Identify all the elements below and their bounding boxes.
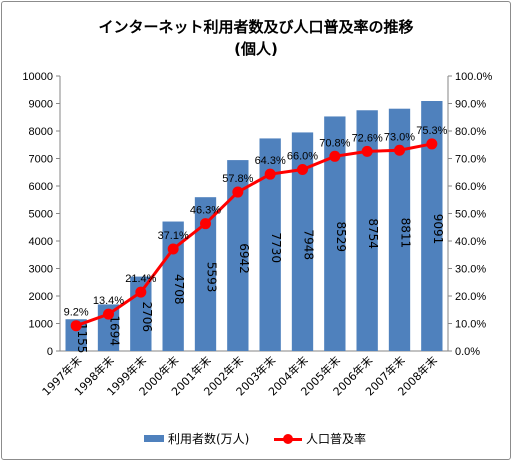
bar — [227, 160, 249, 351]
chart-title: インターネット利用者数及び人口普及率の推移 — [98, 18, 414, 36]
rate-value-label: 73.0% — [384, 131, 415, 143]
right-axis-tick-label: 40.0% — [455, 236, 486, 248]
left-axis-tick-label: 9000 — [29, 99, 53, 111]
rate-point — [167, 243, 179, 255]
left-axis-tick-label: 2000 — [29, 291, 53, 303]
bar — [324, 116, 346, 351]
rate-value-label: 46.3% — [190, 205, 221, 217]
rate-value-label: 13.4% — [93, 295, 124, 307]
left-axis-tick-label: 5000 — [29, 209, 53, 221]
bar-value-label: 6942 — [237, 243, 251, 274]
right-axis-tick-label: 50.0% — [455, 209, 486, 221]
left-axis-tick-label: 7000 — [29, 154, 53, 166]
bar-value-label: 8811 — [399, 218, 413, 249]
rate-point — [394, 144, 405, 156]
bar — [194, 197, 217, 351]
rate-point — [200, 218, 211, 230]
rate-value-label: 9.2% — [64, 307, 89, 319]
bar — [291, 132, 314, 351]
rate-point — [103, 308, 114, 320]
bar-value-label: 8529 — [334, 221, 348, 252]
left-axis-tick-label: 6000 — [29, 181, 53, 193]
rate-value-label: 37.1% — [158, 230, 189, 242]
left-axis-tick-label: 4000 — [29, 236, 53, 248]
legend-item-users: 利用者数(万人) — [144, 430, 249, 447]
left-axis-tick-label: 1000 — [29, 319, 53, 331]
rate-value-label: 57.8% — [222, 173, 253, 185]
bar — [421, 100, 443, 351]
bar-value-label: 7730 — [269, 232, 283, 263]
legend-line-swatch — [274, 433, 302, 444]
bar — [388, 108, 411, 351]
legend-item-rate: 人口普及率 — [274, 430, 366, 447]
bar — [259, 138, 281, 351]
right-axis-tick-label: 70.0% — [455, 154, 486, 166]
right-axis-tick-label: 30.0% — [455, 264, 486, 276]
left-axis-tick-label: 3000 — [29, 264, 53, 276]
rate-value-label: 66.0% — [287, 151, 318, 163]
right-axis-tick-label: 80.0% — [455, 126, 486, 138]
rate-value-label: 70.8% — [319, 137, 350, 149]
legend-label-rate: 人口普及率 — [306, 432, 367, 446]
bar-value-label: 1694 — [108, 315, 122, 346]
left-axis-tick-label: 8000 — [29, 126, 53, 138]
rate-point — [70, 320, 82, 332]
bar — [356, 110, 378, 351]
right-axis-tick-label: 20.0% — [455, 291, 486, 303]
right-axis-tick-label: 10.0% — [455, 319, 486, 331]
legend-bar-swatch — [144, 435, 164, 442]
bar-value-label: 8754 — [366, 218, 380, 249]
rate-point — [361, 145, 373, 157]
left-axis-tick-label: 0 — [47, 346, 53, 358]
bar-value-label: 5593 — [205, 262, 219, 293]
rate-value-label: 64.3% — [255, 155, 286, 167]
rate-value-label: 21.4% — [125, 273, 156, 285]
rate-point — [135, 286, 147, 298]
rate-point — [264, 168, 276, 180]
legend: 利用者数(万人) 人口普及率 — [2, 430, 510, 448]
bar — [65, 319, 87, 351]
rate-value-label: 72.6% — [352, 132, 383, 144]
left-axis-tick-label: 10000 — [22, 71, 53, 83]
right-axis-tick-label: 60.0% — [455, 181, 486, 193]
legend-label-users: 利用者数(万人) — [168, 432, 250, 446]
rate-point — [232, 186, 244, 198]
chart-subtitle: (個人) — [234, 40, 278, 58]
rate-value-label: 75.3% — [416, 125, 447, 137]
bar-value-label: 4708 — [172, 274, 186, 305]
rate-point — [329, 150, 341, 162]
rate-point — [297, 164, 308, 175]
rate-point — [426, 138, 438, 150]
bar-value-label: 2706 — [140, 302, 154, 333]
right-axis-tick-label: 90.0% — [455, 99, 486, 111]
bar-value-label: 9091 — [431, 214, 445, 245]
bar-value-label: 7948 — [302, 229, 316, 260]
right-axis-tick-label: 0.0% — [455, 346, 480, 358]
right-axis-tick-label: 100.0% — [455, 71, 493, 83]
